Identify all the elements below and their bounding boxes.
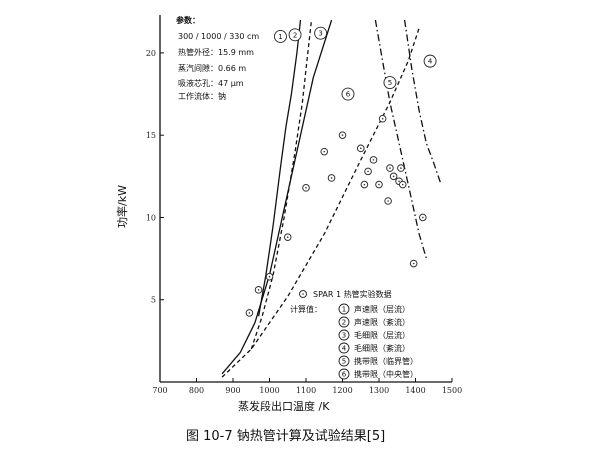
data-point-dot [389, 167, 391, 169]
x-tick-label: 1400 [405, 386, 425, 395]
legend-item-label: 声速限（层流） [354, 304, 410, 314]
legend-item-number: 5 [342, 358, 346, 366]
params-line: 热管外径：15.9 mm [178, 47, 254, 57]
data-point-dot [330, 177, 333, 179]
data-point-dot [248, 312, 251, 314]
params-line: 300 / 1000 / 330 cm [178, 32, 259, 41]
data-point-dot [367, 170, 369, 173]
legend-item-marker [338, 368, 350, 380]
data-point-dot [422, 216, 424, 219]
data-point-dot [359, 147, 362, 150]
x-tick-label: 1100 [296, 386, 316, 395]
x-tick-label: 1300 [369, 386, 389, 395]
curve-label-marker [288, 28, 302, 42]
curve-1 [257, 19, 302, 317]
data-point-dot [305, 187, 307, 189]
legend-exp-label: SPAR 1 热管实验数据 [313, 289, 392, 299]
data-point-dot [268, 275, 271, 278]
data-point-dot [398, 180, 400, 183]
legend-item-marker [338, 303, 350, 315]
data-point-dot [323, 150, 326, 153]
data-point-dot [392, 175, 395, 178]
data-point-dot [387, 200, 389, 202]
legend-item-label: 携带限（临界管） [354, 356, 418, 366]
curve-6 [221, 27, 420, 378]
x-tick-label: 700 [152, 386, 167, 395]
curves [221, 19, 442, 378]
legend-item-label: 毛细限（紊流） [354, 343, 410, 353]
curve-label: 4 [428, 58, 433, 66]
data-point-dot [381, 117, 384, 120]
curve-label: 2 [293, 31, 297, 39]
data-point-dot [378, 183, 380, 186]
curve-2 [250, 19, 313, 350]
curve-label-marker [341, 87, 355, 101]
legend-item-number: 4 [342, 345, 347, 353]
curve-label: 6 [346, 91, 351, 99]
legend-item-label: 携带限（中央管） [354, 369, 418, 379]
curve-4 [403, 19, 442, 185]
data-point-dot [400, 167, 402, 169]
legend-item-number: 6 [342, 371, 347, 379]
x-tick-label: 1000 [259, 386, 279, 395]
x-tick-label: 1200 [332, 386, 352, 395]
data-point-dot [257, 289, 260, 291]
y-tick-label: 10 [146, 213, 156, 222]
curve-label-marker [314, 26, 328, 40]
figure-caption: 图 10-7 钠热管计算及试验结果[5] [186, 428, 385, 444]
legend-item-marker [338, 355, 350, 367]
x-tick-label: 800 [189, 386, 204, 395]
curve-label: 1 [278, 33, 282, 41]
legend-calc-title: 计算值： [290, 304, 322, 314]
y-tick-label: 15 [146, 131, 156, 140]
x-tick-label: 900 [225, 386, 240, 395]
data-point-dot [412, 262, 415, 265]
curve-label: 3 [318, 30, 322, 38]
legend-item-label: 毛细限（层流） [354, 330, 410, 340]
curve-3 [221, 19, 333, 375]
x-axis-title: 蒸发段出口温度 /K [238, 399, 330, 413]
curve-label-marker [274, 30, 287, 43]
data-point-dot [401, 183, 404, 186]
legend-item-number: 1 [342, 306, 346, 314]
legend-item-number: 2 [342, 319, 346, 327]
data-point-dot [363, 183, 366, 186]
params-title: 参数： [175, 15, 200, 25]
y-tick-label: 5 [151, 296, 156, 305]
params-line: 吸液芯孔：47 μm [178, 78, 244, 88]
x-tick-label: 1500 [442, 386, 462, 395]
curve-labels: 1 2 3 4 5 6 [274, 26, 437, 101]
data-point-dot [286, 236, 289, 238]
params-line: 工作流体：钠 [178, 91, 226, 101]
curve-label-marker [383, 76, 397, 89]
params-line: 蒸汽间隙：0.66 m [178, 63, 246, 73]
legend-exp-marker-dot [302, 293, 304, 295]
data-point-dot [341, 134, 344, 136]
legend-item-marker [338, 316, 350, 328]
data-point-dot [372, 159, 375, 161]
curve-5 [374, 19, 428, 259]
curve-label-marker [423, 54, 437, 68]
y-axis-title: 功率/kW [115, 185, 129, 228]
params-block: 参数： 300 / 1000 / 330 cm 热管外径：15.9 mm 蒸汽间… [175, 15, 259, 101]
legend-items: 1 声速限（层流） 2 声速限（紊流） 3 毛细限（层流） 4 毛细限（紊流） 5 携带限（临界管… [338, 303, 418, 380]
legend: SPAR 1 热管实验数据 计算值： 1 声速限（层流） 2 声速限（紊流） 3 毛细限（… [290, 289, 418, 380]
legend-item-marker [338, 342, 350, 354]
legend-item-label: 声速限（紊流） [354, 317, 410, 327]
experimental-points [245, 114, 427, 317]
y-tick-label: 20 [146, 49, 156, 58]
legend-item-number: 3 [342, 332, 346, 340]
legend-item-marker [338, 329, 350, 341]
curve-label: 5 [388, 79, 392, 87]
